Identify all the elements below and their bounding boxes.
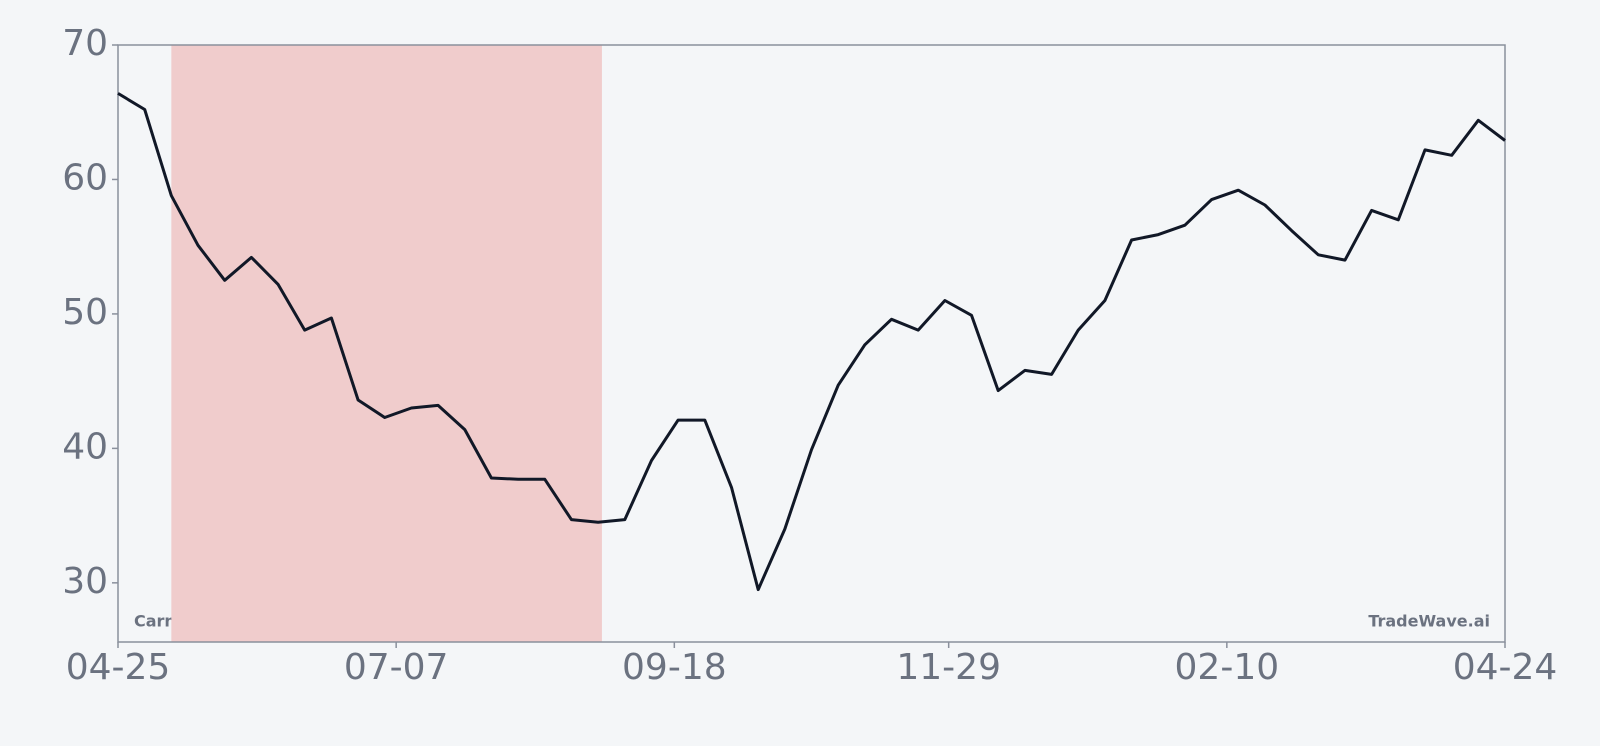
x-tick-label: 02-10 [1175,647,1280,688]
x-tick-label: 11-29 [896,647,1001,688]
y-tick-label: 40 [62,426,108,467]
x-tick-label: 04-25 [66,647,171,688]
price-line [117,92,1506,592]
y-tick-label: 70 [62,23,108,64]
plot-frame [117,44,1506,643]
highlight-region [171,45,602,642]
y-tick-label: 30 [62,561,108,602]
x-tick-label: 07-07 [344,647,449,688]
watermark: TradeWave.ai [1368,612,1490,631]
y-tick-label: 60 [62,157,108,198]
y-tick-label: 50 [62,292,108,333]
x-tick-label: 09-18 [622,647,727,688]
x-tick-label: 04-24 [1453,647,1558,688]
